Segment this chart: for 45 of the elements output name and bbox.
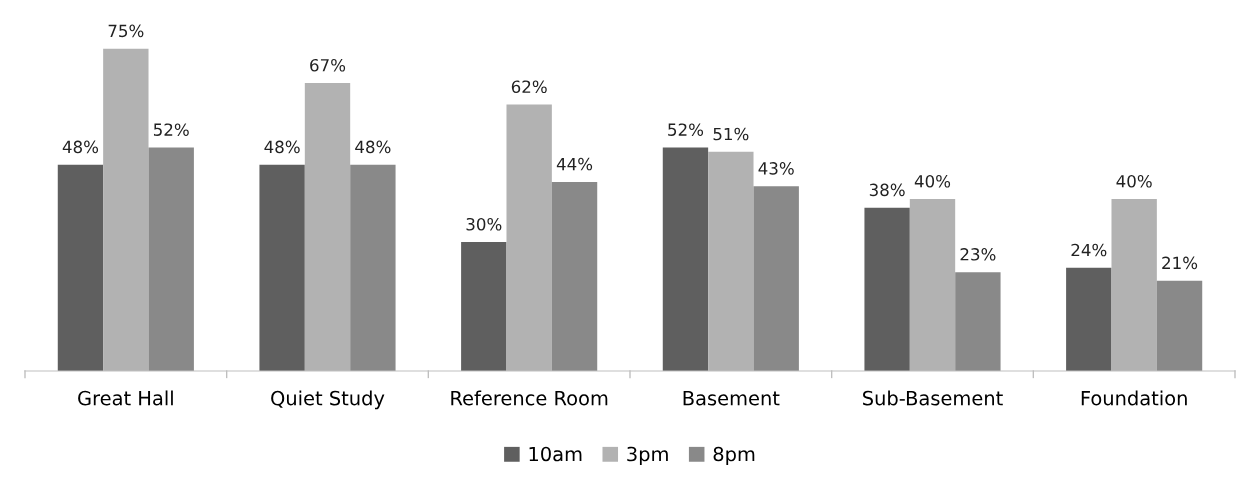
legend-label: 10am	[529, 446, 582, 462]
data-label: 24%	[1071, 243, 1107, 257]
data-label: 48%	[264, 140, 300, 154]
x-tick-label: Great Hall	[78, 390, 173, 406]
data-label: 23%	[960, 248, 996, 261]
x-tick-label: Sub-Basement	[863, 390, 1003, 406]
data-label: 38%	[869, 183, 905, 197]
bar	[461, 242, 507, 371]
bar	[1156, 280, 1203, 371]
data-label: 40%	[914, 174, 951, 188]
bar	[708, 151, 754, 371]
data-label: 52%	[153, 123, 189, 136]
data-label: 51%	[713, 127, 749, 141]
bar	[506, 104, 552, 371]
data-label: 67%	[310, 58, 346, 72]
bar	[955, 272, 1001, 371]
data-label: 40%	[1116, 174, 1152, 188]
data-label: 30%	[466, 217, 502, 231]
data-label: 75%	[108, 24, 144, 38]
data-label: 21%	[1162, 256, 1198, 270]
bar	[909, 199, 956, 371]
x-tick-label: Basement	[683, 391, 780, 406]
x-tick-label: Foundation	[1081, 390, 1187, 406]
legend-label: 8pm	[713, 446, 755, 466]
bar	[1111, 199, 1157, 371]
bar	[148, 147, 194, 371]
bar	[753, 186, 799, 371]
bar	[304, 83, 351, 371]
bar	[1066, 267, 1112, 371]
data-label: 62%	[511, 80, 547, 94]
bar	[350, 164, 396, 371]
x-tick-label: Quiet Study	[271, 390, 385, 410]
bar	[864, 207, 910, 371]
data-label: 43%	[758, 162, 794, 175]
data-label: 48%	[62, 140, 99, 154]
bar	[259, 164, 305, 371]
data-label: 44%	[556, 157, 593, 171]
bar	[57, 164, 104, 371]
bar	[551, 181, 598, 371]
legend-label: 3pm	[627, 446, 668, 466]
x-tick-label: Reference Room	[451, 390, 608, 406]
bar	[103, 48, 149, 371]
bar	[662, 147, 709, 371]
data-label: 52%	[668, 123, 704, 136]
data-label: 48%	[355, 140, 391, 154]
